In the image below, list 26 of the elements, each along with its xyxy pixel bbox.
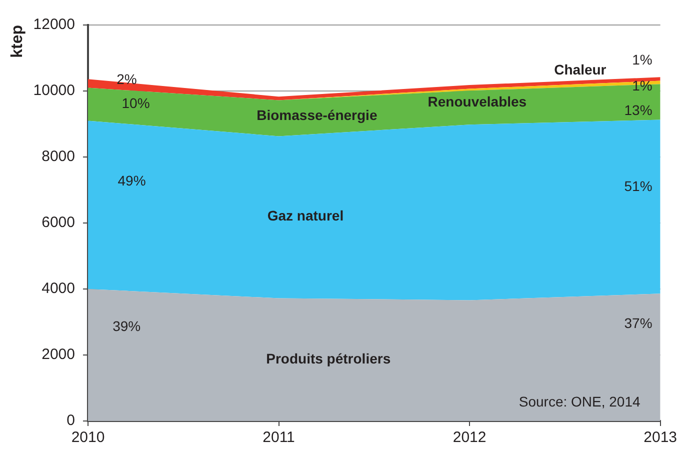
annotation: 39% (112, 318, 141, 334)
series-label: Produits pétroliers (266, 350, 391, 367)
x-tick-label: 2011 (262, 429, 295, 446)
y-tick-label: 0 (66, 412, 75, 430)
annotation: 51% (624, 178, 652, 194)
series-label: Renouvelables (428, 93, 527, 110)
annotation: 1% (632, 52, 652, 68)
annotation: Source: ONE, 2014 (518, 394, 640, 410)
y-tick-label: 8000 (42, 148, 75, 166)
annotation: 10% (122, 95, 150, 112)
series-label: Gaz naturel (267, 207, 344, 224)
x-tick-label: 2010 (71, 429, 105, 446)
y-tick-label: 2000 (42, 346, 75, 364)
y-tick-label: 6000 (42, 214, 75, 232)
y-tick-label: 4000 (42, 280, 75, 298)
annotation: 49% (118, 172, 146, 188)
annotation: 37% (624, 315, 652, 332)
x-tick-label: 2013 (644, 429, 678, 446)
x-tick-label: 2012 (452, 429, 486, 446)
y-axis-title: ktep (9, 24, 26, 58)
y-tick-label: 12000 (33, 16, 75, 34)
annotation: 13% (624, 102, 652, 118)
series-label: Chaleur (554, 61, 607, 78)
series-label: Biomasse-énergie (256, 106, 378, 123)
annotation: 2% (116, 70, 137, 87)
y-tick-label: 10000 (33, 82, 75, 100)
